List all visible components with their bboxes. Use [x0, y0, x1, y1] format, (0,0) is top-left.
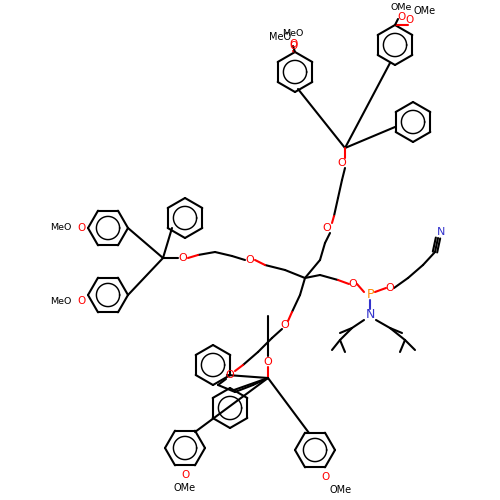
Text: O: O [77, 223, 85, 233]
Text: OMe: OMe [414, 6, 436, 16]
Text: MeO: MeO [282, 30, 304, 38]
Text: O: O [181, 470, 189, 480]
Text: O: O [406, 15, 414, 25]
Text: O: O [264, 357, 272, 367]
Text: O: O [178, 253, 188, 263]
Text: O: O [321, 472, 329, 482]
Text: MeO: MeO [50, 224, 71, 232]
Text: P: P [366, 288, 374, 302]
Text: MeO: MeO [50, 296, 71, 306]
Text: O: O [322, 223, 332, 233]
Text: O: O [280, 320, 289, 330]
Text: O: O [397, 12, 405, 22]
Text: OMe: OMe [174, 483, 196, 493]
Text: O: O [289, 41, 297, 51]
Text: OMe: OMe [330, 485, 352, 495]
Text: N: N [437, 227, 445, 237]
Text: O: O [226, 370, 234, 380]
Text: MeO: MeO [269, 32, 291, 42]
Text: O: O [338, 158, 346, 168]
Text: N: N [366, 308, 374, 322]
Text: O: O [289, 39, 297, 49]
Text: O: O [348, 279, 358, 289]
Text: O: O [386, 283, 394, 293]
Text: OMe: OMe [390, 2, 411, 12]
Text: O: O [246, 255, 254, 265]
Text: O: O [77, 296, 85, 306]
